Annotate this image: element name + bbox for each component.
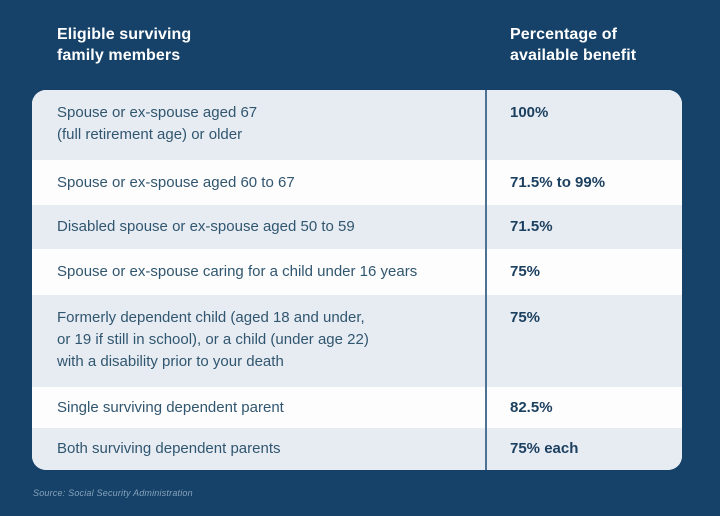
table-row: Formerly dependent child (aged 18 and un… <box>32 295 682 387</box>
row-value: 75% <box>510 309 541 326</box>
table-row: Spouse or ex-spouse aged 67 (full retire… <box>32 90 682 160</box>
table-row: Spouse or ex-spouse aged 60 to 67 71.5% … <box>32 160 682 205</box>
column-divider <box>485 90 487 470</box>
row-value: 71.5% to 99% <box>510 173 606 191</box>
table-row: Spouse or ex-spouse caring for a child u… <box>32 249 682 295</box>
table-row: Disabled spouse or ex-spouse aged 50 to … <box>32 205 682 249</box>
row-label: Spouse or ex-spouse aged 60 to 67 <box>57 173 295 191</box>
row-value: 100% <box>510 104 549 121</box>
table-row: Both surviving dependent parents 75% eac… <box>32 428 682 470</box>
row-value: 82.5% <box>510 398 553 416</box>
row-label: Single surviving dependent parent <box>57 398 284 416</box>
row-label: Disabled spouse or ex-spouse aged 50 to … <box>57 218 355 235</box>
table-row: Single surviving dependent parent 82.5% <box>32 387 682 428</box>
source-attribution: Source: Social Security Administration <box>33 488 193 498</box>
column-header-benefit-percentage: Percentage of available benefit <box>510 26 637 64</box>
row-label: Spouse or ex-spouse caring for a child u… <box>57 263 418 280</box>
column-header-family-members: Eligible surviving family members <box>57 26 192 64</box>
benefit-table: Spouse or ex-spouse aged 67 (full retire… <box>32 90 682 470</box>
row-value: 75% each <box>510 440 579 457</box>
row-label: Spouse or ex-spouse aged 67 (full retire… <box>57 104 258 143</box>
row-value: 75% <box>510 263 541 280</box>
row-label: Formerly dependent child (aged 18 and un… <box>57 309 369 370</box>
row-value: 71.5% <box>510 218 553 235</box>
row-label: Both surviving dependent parents <box>57 440 281 457</box>
